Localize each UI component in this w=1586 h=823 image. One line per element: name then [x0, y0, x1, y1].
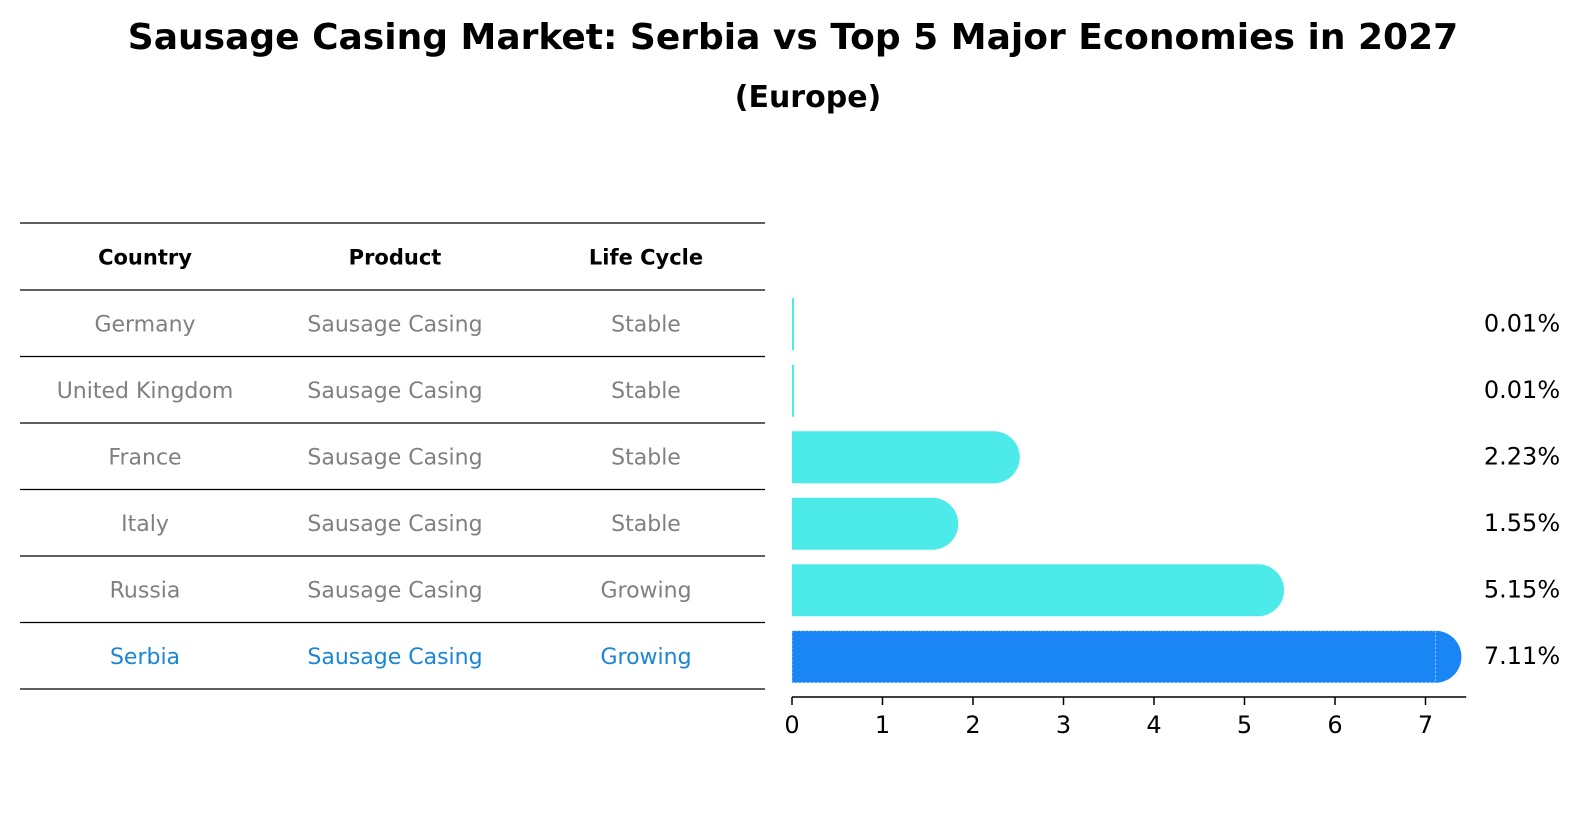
- bar-russia: [792, 564, 1285, 617]
- data-label: 0.01%: [1484, 376, 1560, 404]
- chart-title: Sausage Casing Market: Serbia vs Top 5 M…: [127, 17, 1459, 58]
- bar-united-kingdom: [792, 364, 794, 417]
- chart-subtitle: (Europe): [734, 80, 882, 115]
- table-cell-life-cycle: Stable: [611, 312, 681, 337]
- table-cell-product: Sausage Casing: [307, 512, 482, 537]
- table-cell-product: Sausage Casing: [307, 645, 482, 670]
- x-tick-label: 6: [1327, 711, 1342, 739]
- table-cell-life-cycle: Growing: [600, 578, 691, 603]
- table-cell-life-cycle: Stable: [611, 512, 681, 537]
- bar-highlight-outline: [791, 630, 1436, 684]
- bar-italy: [792, 497, 959, 550]
- x-tick-label: 2: [965, 711, 980, 739]
- x-tick-label: 7: [1418, 711, 1433, 739]
- bar-germany: [792, 298, 794, 351]
- data-label: 5.15%: [1484, 575, 1560, 603]
- table-header-life-cycle: Life Cycle: [589, 246, 703, 270]
- table-cell-country: Serbia: [110, 645, 180, 670]
- table-cell-country: France: [108, 445, 181, 470]
- bar-serbia: [792, 630, 1462, 683]
- x-tick-label: 1: [875, 711, 890, 739]
- data-label: 0.01%: [1484, 309, 1560, 337]
- table-cell-product: Sausage Casing: [307, 578, 482, 603]
- table-cell-product: Sausage Casing: [307, 445, 482, 470]
- bar-france: [792, 431, 1020, 484]
- table-cell-country: United Kingdom: [57, 379, 234, 404]
- table-cell-country: Germany: [94, 312, 195, 337]
- table-cell-life-cycle: Growing: [600, 645, 691, 670]
- table-cell-product: Sausage Casing: [307, 379, 482, 404]
- data-label: 1.55%: [1484, 509, 1560, 537]
- table-cell-life-cycle: Stable: [611, 445, 681, 470]
- table-header-product: Product: [349, 246, 442, 270]
- table-cell-life-cycle: Stable: [611, 379, 681, 404]
- data-label: 7.11%: [1484, 642, 1560, 670]
- x-tick-label: 4: [1146, 711, 1161, 739]
- table-cell-country: Italy: [121, 512, 169, 537]
- x-tick-label: 5: [1237, 711, 1252, 739]
- x-tick-label: 3: [1056, 711, 1071, 739]
- table-cell-product: Sausage Casing: [307, 312, 482, 337]
- x-tick-label: 0: [784, 711, 799, 739]
- table-cell-country: Russia: [110, 578, 181, 603]
- table-header-country: Country: [98, 246, 192, 270]
- data-label: 2.23%: [1484, 442, 1560, 470]
